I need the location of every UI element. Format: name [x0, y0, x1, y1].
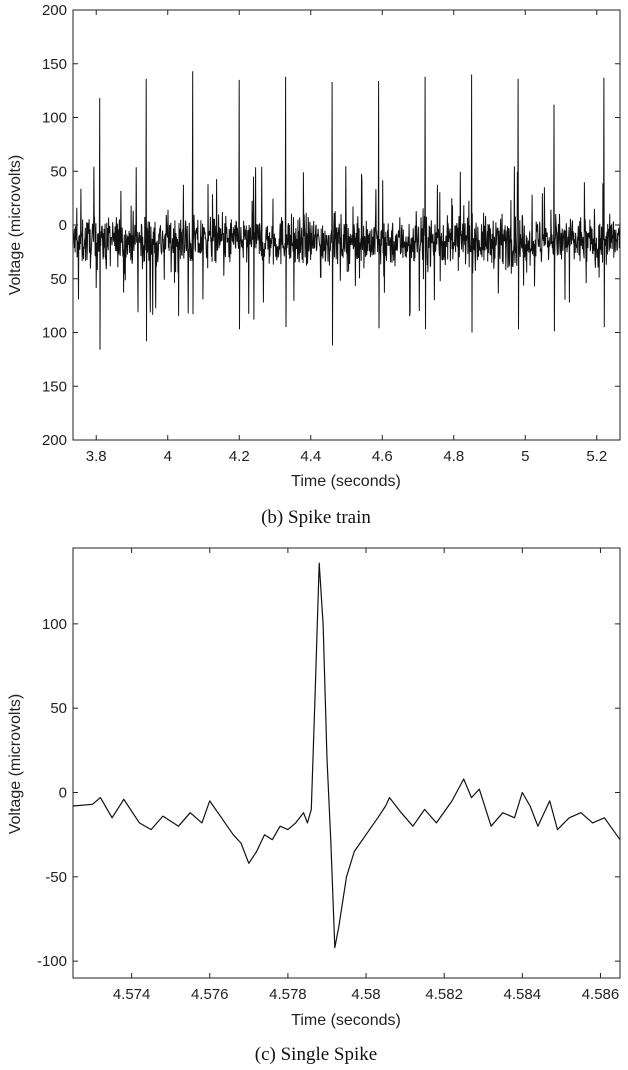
- spike-train-x-tick-label: 5: [521, 448, 529, 465]
- single-spike-x-tick-label: 4.578: [269, 986, 307, 1003]
- spike-train-y-tick-label: 0: [59, 217, 67, 234]
- spike-train-caption: (b) Spike train: [261, 507, 371, 528]
- single-spike-y-tick-label: 100: [42, 616, 67, 633]
- spike-train-trace: [72, 71, 621, 350]
- spike-train-y-tick-label: 200: [42, 2, 67, 19]
- spike-train-y-tick-label: 200: [42, 432, 67, 449]
- single-spike-plot-frame: [72, 547, 621, 979]
- single-spike-y-tick-label: 50: [50, 700, 67, 717]
- spike-train-y-tick-label: 50: [50, 271, 67, 288]
- single-spike-y-tick-label: -100: [37, 953, 67, 970]
- spike-train-x-tick-label: 3.8: [86, 448, 107, 465]
- spike-train-y-tick-label: 100: [42, 325, 67, 342]
- single-spike-y-tick-label: 0: [59, 785, 67, 802]
- spike-train-x-tick-label: 5.2: [586, 448, 607, 465]
- spike-train-y-tick-label: 150: [42, 378, 67, 395]
- single-spike-y-axis-label: Voltage (microvolts): [7, 694, 24, 835]
- single-spike-x-tick-label: 4.58: [351, 986, 380, 1003]
- single-spike-x-tick-label: 4.584: [504, 986, 542, 1003]
- spike-train-y-tick-label: 50: [50, 163, 67, 180]
- spike-train-line: [72, 71, 621, 350]
- spike-train-x-tick-label: 4.4: [300, 448, 321, 465]
- single-spike-caption: (c) Single Spike: [255, 1044, 377, 1065]
- single-spike-y-ticks: 100 50 0 -50 -100: [37, 616, 620, 970]
- spike-train-y-axis-label: Voltage (microvolts): [7, 155, 24, 296]
- spike-train-x-ticks: 3.8 4 4.2 4.4 4.6 4.8 5 5.2: [86, 10, 607, 465]
- single-spike-line: [72, 562, 621, 949]
- single-spike-x-ticks: 4.574 4.576 4.578 4.58 4.582 4.584 4.586: [113, 548, 619, 1003]
- single-spike-x-axis-label: Time (seconds): [291, 1012, 401, 1029]
- spike-train-x-tick-label: 4.2: [229, 448, 250, 465]
- spike-train-x-axis-label: Time (seconds): [291, 473, 401, 490]
- single-spike-chart: 4.574 4.576 4.578 4.58 4.582 4.584 4.586 100 50…: [7, 547, 621, 1065]
- single-spike-x-tick-label: 4.582: [425, 986, 463, 1003]
- spike-train-chart: 3.8 4 4.2 4.4 4.6 4.8 5 5.2 200 150 100 50 0 50 100 15…: [7, 2, 621, 528]
- single-spike-x-tick-label: 4.574: [113, 986, 151, 1003]
- single-spike-x-tick-label: 4.586: [582, 986, 620, 1003]
- spike-train-x-tick-label: 4.6: [372, 448, 393, 465]
- spike-train-y-ticks: 200 150 100 50 0 50 100 150 200: [42, 2, 620, 449]
- spike-train-x-tick-label: 4.8: [443, 448, 464, 465]
- single-spike-trace: [72, 562, 621, 949]
- single-spike-y-tick-label: -50: [45, 869, 67, 886]
- spike-train-y-tick-label: 150: [42, 56, 67, 73]
- spike-train-x-tick-label: 4: [164, 448, 172, 465]
- single-spike-x-tick-label: 4.576: [191, 986, 229, 1003]
- spike-train-y-tick-label: 100: [42, 110, 67, 127]
